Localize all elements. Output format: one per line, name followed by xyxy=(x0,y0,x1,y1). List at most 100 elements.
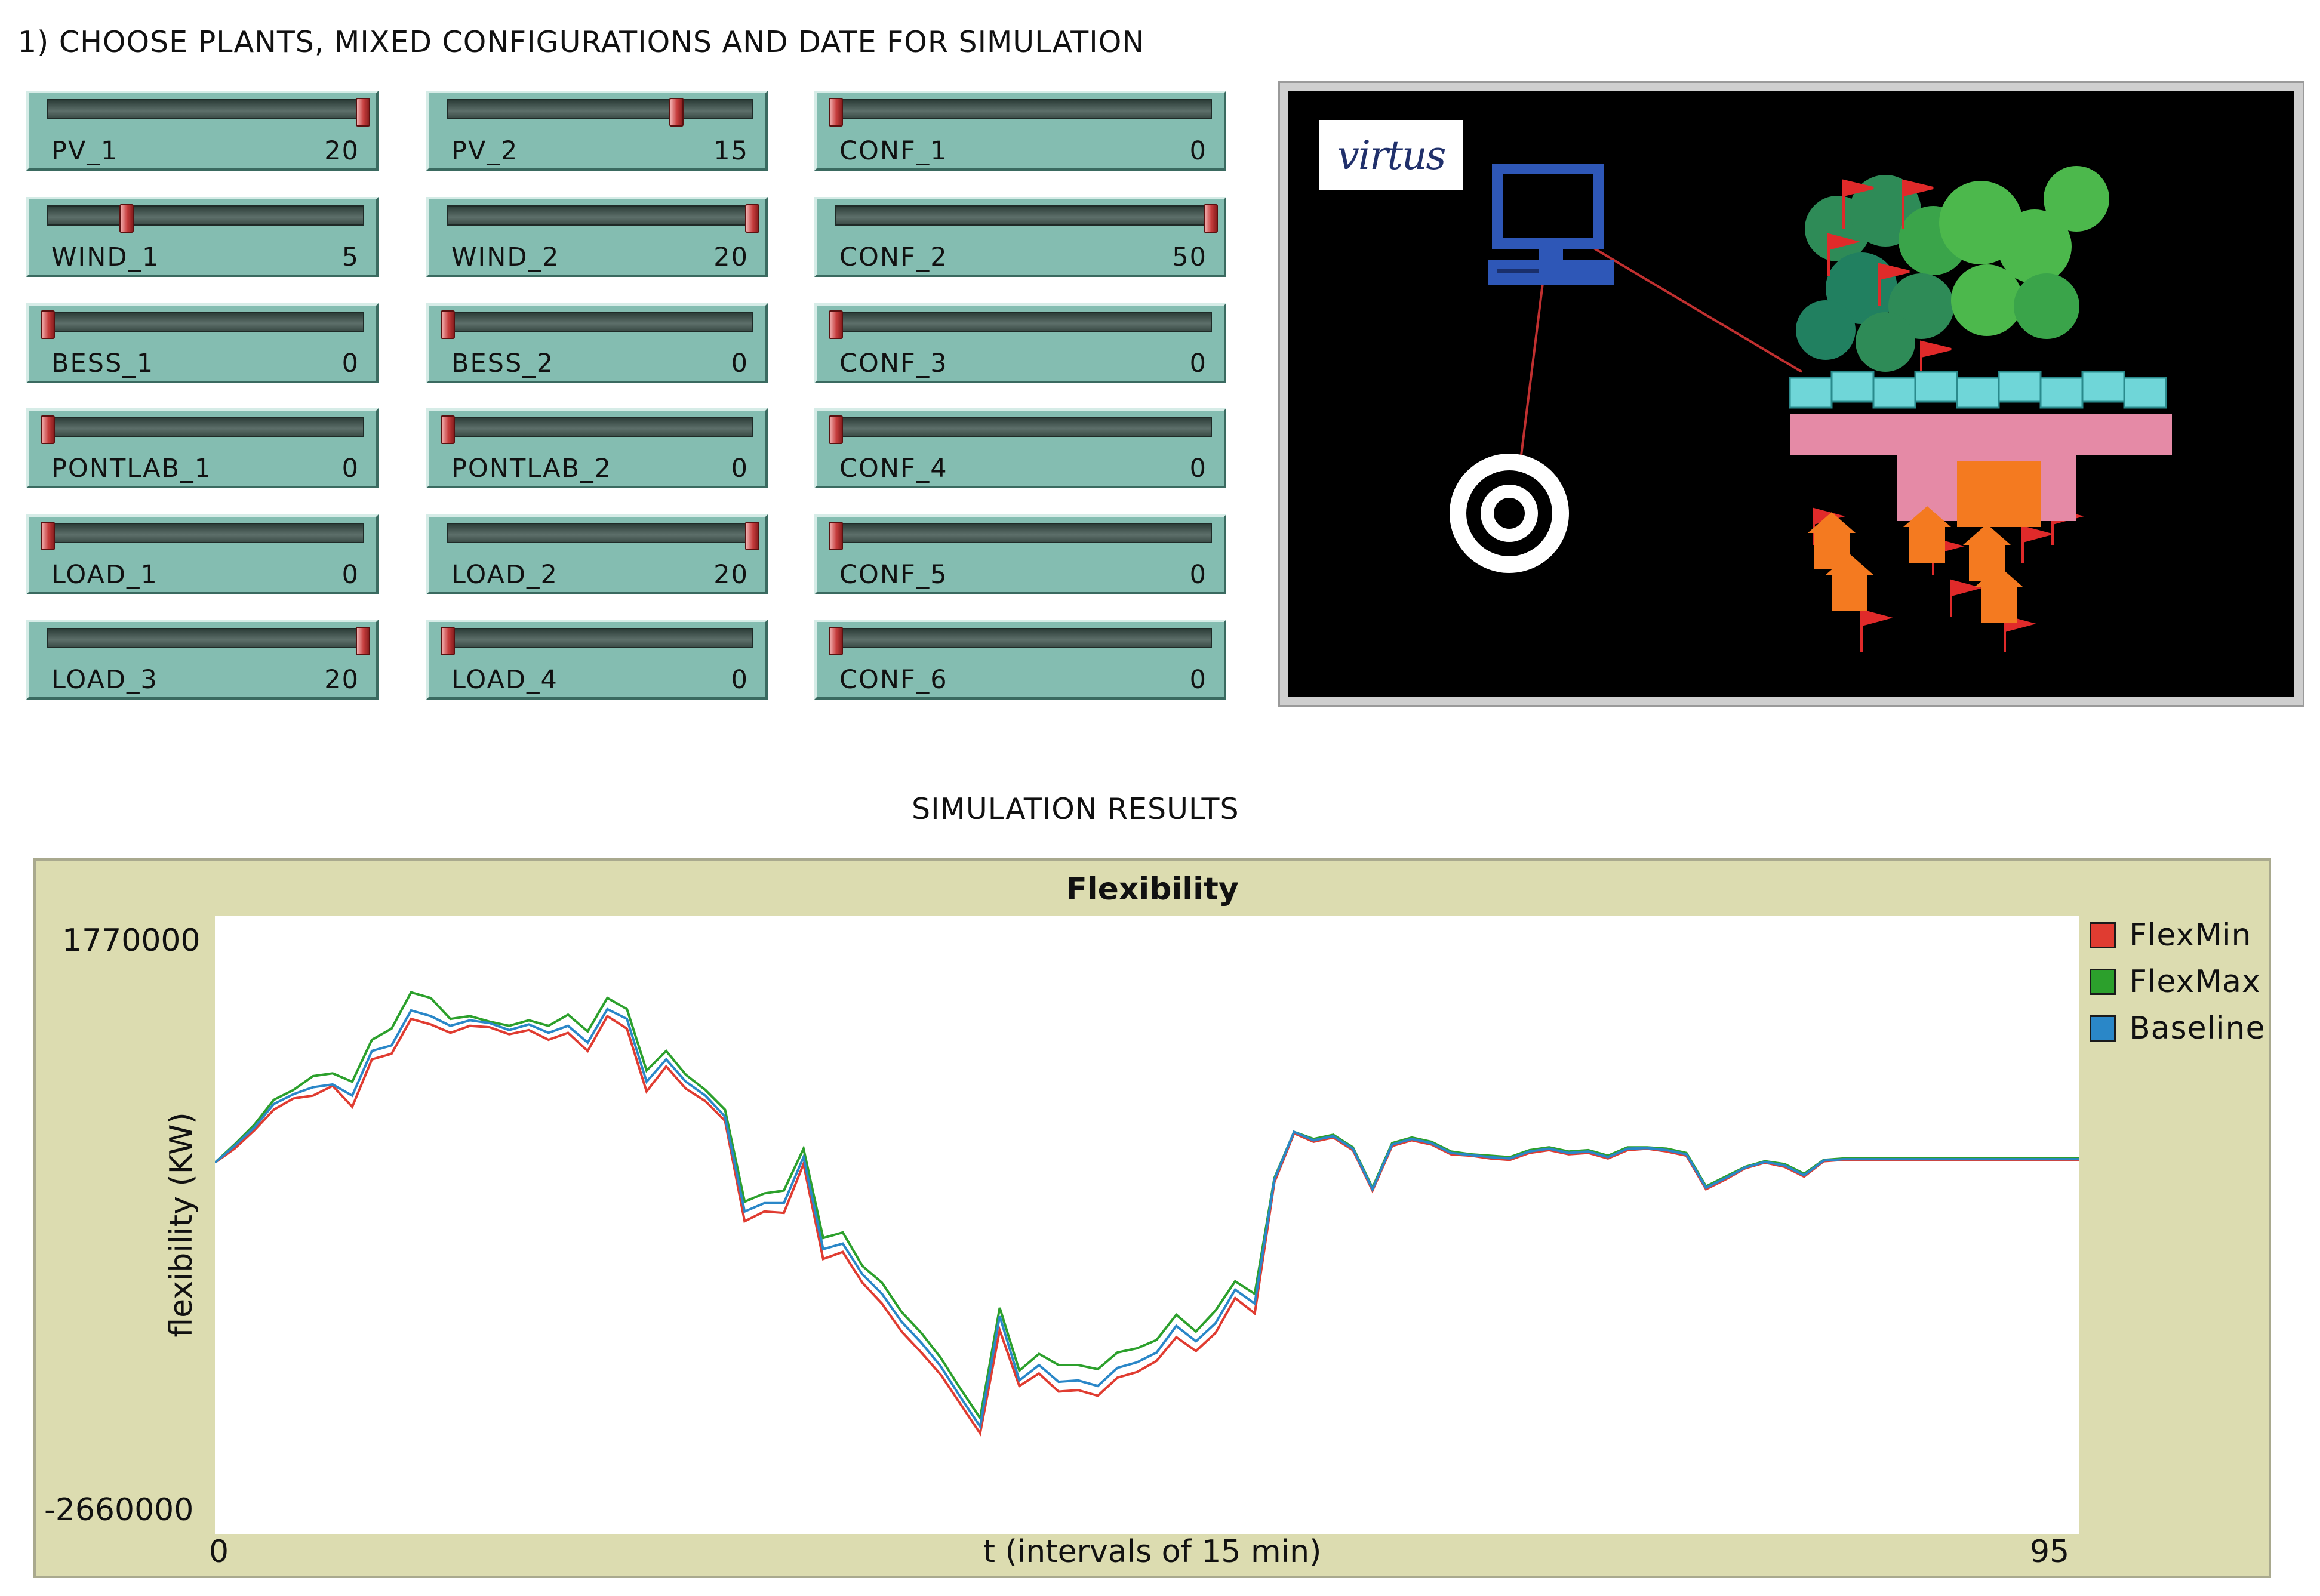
section-title-choose-plants: 1) CHOOSE PLANTS, MIXED CONFIGURATIONS A… xyxy=(18,25,1144,59)
slider-track[interactable] xyxy=(835,204,1218,233)
slider-thumb[interactable] xyxy=(441,415,455,444)
slider-label: LOAD_3 xyxy=(51,665,158,695)
slider-label: LOAD_2 xyxy=(451,560,558,590)
legend-label: FlexMax xyxy=(2129,964,2261,1000)
world-scene xyxy=(1450,164,2172,652)
slider-conf-6[interactable]: CONF_6 0 xyxy=(814,620,1226,700)
series-line-flexmin xyxy=(215,1014,2079,1437)
legend-item-baseline: Baseline xyxy=(2090,1005,2265,1052)
slider-conf-3[interactable]: CONF_3 0 xyxy=(814,303,1226,383)
slider-thumb[interactable] xyxy=(829,310,843,339)
slider-thumb[interactable] xyxy=(41,415,55,444)
slider-track[interactable] xyxy=(447,98,753,127)
x-axis-min-label: 0 xyxy=(209,1534,229,1570)
slider-thumb[interactable] xyxy=(441,627,455,655)
slider-track[interactable] xyxy=(441,310,753,339)
series-line-baseline xyxy=(215,1007,2079,1430)
slider-track[interactable] xyxy=(441,415,753,444)
slider-thumb[interactable] xyxy=(829,415,843,444)
slider-value: 0 xyxy=(341,454,359,483)
slider-track[interactable] xyxy=(829,310,1212,339)
slider-track[interactable] xyxy=(447,204,759,233)
link-line xyxy=(1520,264,1546,456)
slider-value: 0 xyxy=(731,665,749,695)
slider-track[interactable] xyxy=(441,627,753,655)
slider-load-3[interactable]: LOAD_3 20 xyxy=(26,620,379,700)
world-view[interactable]: virtus xyxy=(1278,81,2304,707)
house-cluster-orange xyxy=(1808,461,2041,623)
legend-item-flexmin: FlexMin xyxy=(2090,912,2265,959)
slider-track[interactable] xyxy=(829,415,1212,444)
slider-pv-2[interactable]: PV_2 15 xyxy=(426,91,768,171)
slider-track[interactable] xyxy=(47,98,370,127)
slider-pontlab-1[interactable]: PONTLAB_1 0 xyxy=(26,408,379,488)
slider-pv-1[interactable]: PV_1 20 xyxy=(26,91,379,171)
world-canvas: virtus xyxy=(1288,91,2294,697)
slider-conf-4[interactable]: CONF_4 0 xyxy=(814,408,1226,488)
link-line xyxy=(1580,239,1803,373)
slider-thumb[interactable] xyxy=(829,522,843,550)
slider-thumb[interactable] xyxy=(356,98,370,127)
slider-thumb[interactable] xyxy=(356,627,370,655)
slider-thumb[interactable] xyxy=(745,204,759,233)
slider-label: CONF_5 xyxy=(839,560,948,590)
slider-load-2[interactable]: LOAD_2 20 xyxy=(426,514,768,594)
slider-label: PONTLAB_1 xyxy=(51,454,212,483)
slider-pontlab-2[interactable]: PONTLAB_2 0 xyxy=(426,408,768,488)
slider-track[interactable] xyxy=(829,98,1212,127)
slider-track[interactable] xyxy=(41,310,364,339)
slider-track[interactable] xyxy=(829,627,1212,655)
slider-value: 0 xyxy=(341,560,359,590)
slider-thumb[interactable] xyxy=(119,204,134,233)
slider-thumb[interactable] xyxy=(829,627,843,655)
slider-thumb[interactable] xyxy=(745,522,759,550)
plot-title: Flexibility xyxy=(1066,871,1239,907)
slider-thumb[interactable] xyxy=(1204,204,1218,233)
legend-swatch xyxy=(2090,922,2116,948)
plot-area xyxy=(215,916,2079,1534)
slider-wind-1[interactable]: WIND_1 5 xyxy=(26,197,379,277)
slider-value: 20 xyxy=(324,136,359,166)
slider-conf-2[interactable]: CONF_2 50 xyxy=(814,197,1226,277)
target-icon xyxy=(1450,454,1569,573)
slider-value: 0 xyxy=(731,349,749,378)
slider-conf-5[interactable]: CONF_5 0 xyxy=(814,514,1226,594)
slider-value: 20 xyxy=(713,560,749,590)
computer-icon xyxy=(1488,164,1614,285)
slider-track[interactable] xyxy=(41,522,364,550)
slider-bess-2[interactable]: BESS_2 0 xyxy=(426,303,768,383)
slider-track[interactable] xyxy=(829,522,1212,550)
slider-value: 0 xyxy=(1189,454,1207,483)
slider-value: 20 xyxy=(324,665,359,695)
slider-label: CONF_2 xyxy=(839,242,948,272)
slider-thumb[interactable] xyxy=(441,310,455,339)
virtus-logo: virtus xyxy=(1319,120,1463,190)
legend-label: FlexMin xyxy=(2129,917,2252,953)
x-axis-label: t (intervals of 15 min) xyxy=(983,1534,1322,1570)
slider-thumb[interactable] xyxy=(41,522,55,550)
slider-label: CONF_4 xyxy=(839,454,948,483)
wind-turbine-cluster xyxy=(1796,166,2109,372)
slider-value: 0 xyxy=(1189,560,1207,590)
slider-conf-1[interactable]: CONF_1 0 xyxy=(814,91,1226,171)
slider-load-1[interactable]: LOAD_1 0 xyxy=(26,514,379,594)
slider-label: PV_1 xyxy=(51,136,119,166)
slider-bess-1[interactable]: BESS_1 0 xyxy=(26,303,379,383)
plot-lines xyxy=(215,991,2079,1437)
slider-value: 0 xyxy=(1189,136,1207,166)
slider-track[interactable] xyxy=(447,522,759,550)
slider-track[interactable] xyxy=(47,627,370,655)
y-axis-max-label: 1770000 xyxy=(62,923,201,959)
slider-label: WIND_1 xyxy=(51,242,160,272)
slider-label: CONF_3 xyxy=(839,349,948,378)
slider-value: 20 xyxy=(713,242,749,272)
slider-thumb[interactable] xyxy=(41,310,55,339)
slider-track[interactable] xyxy=(47,204,364,233)
slider-value: 5 xyxy=(341,242,359,272)
slider-track[interactable] xyxy=(41,415,364,444)
legend-swatch xyxy=(2090,1015,2116,1042)
slider-thumb[interactable] xyxy=(829,98,843,127)
slider-wind-2[interactable]: WIND_2 20 xyxy=(426,197,768,277)
slider-thumb[interactable] xyxy=(669,98,684,127)
slider-load-4[interactable]: LOAD_4 0 xyxy=(426,620,768,700)
